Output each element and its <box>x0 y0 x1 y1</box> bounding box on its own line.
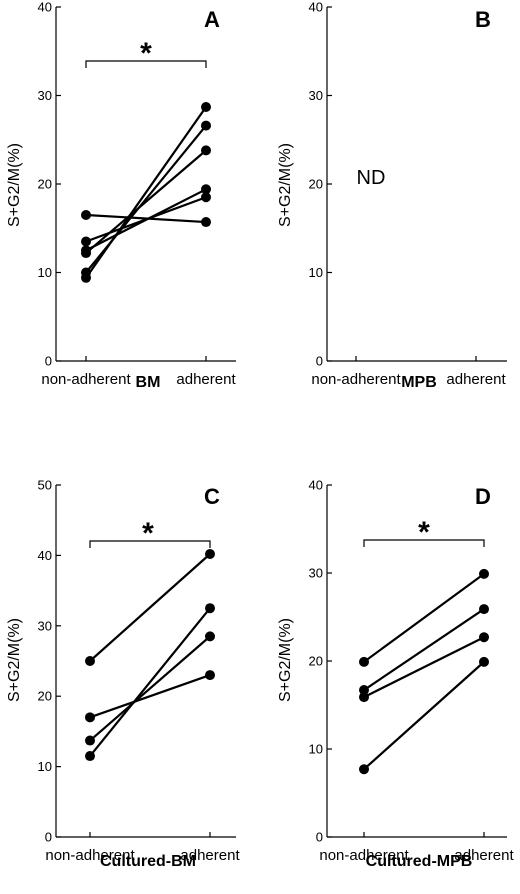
data-point <box>85 751 95 762</box>
y-tick-label: 20 <box>309 654 323 669</box>
y-axis-label: S+G2/M(%) <box>6 143 23 227</box>
panel-label: C <box>204 484 220 509</box>
significance-marker: * <box>142 517 154 550</box>
series-line <box>85 149 207 254</box>
panel-title: MPB <box>401 374 437 391</box>
panel-title: Cultured-MPB <box>366 853 473 870</box>
y-tick-label: 30 <box>38 88 52 103</box>
y-tick-label: 10 <box>309 265 323 280</box>
y-tick-label: 20 <box>38 689 52 704</box>
data-point <box>85 712 95 723</box>
x-category-label: adherent <box>180 847 240 864</box>
panel-label: A <box>204 7 220 32</box>
data-point <box>81 248 91 259</box>
series-line <box>89 635 211 742</box>
series-line <box>363 661 485 771</box>
data-point <box>81 236 91 247</box>
data-point <box>359 764 369 775</box>
data-point <box>479 568 489 579</box>
panel-title: BM <box>136 374 161 391</box>
significance-marker: * <box>140 37 152 70</box>
y-tick-label: 30 <box>309 88 323 103</box>
y-axis-label: S+G2/M(%) <box>277 618 294 702</box>
y-tick-label: 40 <box>38 548 52 563</box>
panel-c: 0 10 20 30 40 50 non-adherent adherent S+G2/M(%)… <box>6 478 240 871</box>
x-category-label: adherent <box>446 371 506 388</box>
y-axis-label: S+G2/M(%) <box>277 143 294 227</box>
data-point <box>359 685 369 696</box>
series-line <box>85 106 207 279</box>
panel-a: 0 10 20 30 40 non-adherent adherent S+G2/M(%) BM… <box>6 0 236 391</box>
y-tick-label: 30 <box>309 566 323 581</box>
series-line <box>89 674 211 719</box>
data-point <box>479 632 489 643</box>
x-category-label: non-adherent <box>311 371 401 388</box>
data-point <box>201 102 211 113</box>
data-point <box>85 735 95 746</box>
y-tick-label: 40 <box>38 0 52 15</box>
data-point <box>201 145 211 156</box>
data-point <box>81 209 91 220</box>
data-point <box>81 272 91 283</box>
data-point <box>359 656 369 667</box>
panel-label: D <box>475 484 491 509</box>
y-tick-label: 20 <box>38 177 52 192</box>
x-category-label: adherent <box>454 847 514 864</box>
data-point <box>479 656 489 667</box>
series-line <box>89 553 211 662</box>
data-point <box>479 604 489 615</box>
not-determined-label: ND <box>357 167 386 189</box>
series-line <box>363 608 485 691</box>
series-line <box>85 188 207 252</box>
series-line <box>363 572 485 663</box>
y-tick-label: 20 <box>309 177 323 192</box>
y-tick-label: 0 <box>316 354 323 369</box>
series-line <box>363 636 485 699</box>
data-point <box>201 217 211 228</box>
y-tick-label: 10 <box>309 742 323 757</box>
y-tick-label: 10 <box>38 759 52 774</box>
data-point <box>201 120 211 131</box>
data-point <box>359 692 369 703</box>
y-tick-label: 50 <box>38 478 52 493</box>
x-category-label: non-adherent <box>41 371 131 388</box>
y-tick-label: 0 <box>45 354 52 369</box>
y-tick-label: 30 <box>38 618 52 633</box>
series-line <box>89 607 211 757</box>
data-point <box>205 603 215 614</box>
y-tick-label: 10 <box>38 265 52 280</box>
y-tick-label: 40 <box>309 0 323 15</box>
data-point <box>205 670 215 681</box>
x-category-label: non-adherent <box>45 847 135 864</box>
data-point <box>205 631 215 642</box>
y-tick-label: 0 <box>316 830 323 845</box>
y-tick-label: 40 <box>309 478 323 493</box>
data-point <box>201 184 211 195</box>
x-category-label: adherent <box>176 371 236 388</box>
panel-d: 0 10 20 30 40 non-adherent adherent S+G2/M(%) Cu… <box>277 478 514 871</box>
panel-b: 0 10 20 30 40 non-adherent adherent S+G2/M(%) MP… <box>277 0 507 391</box>
x-category-label: non-adherent <box>319 847 409 864</box>
panel-label: B <box>475 7 491 32</box>
significance-bracket <box>89 540 211 548</box>
significance-bracket <box>85 60 207 68</box>
significance-marker: * <box>418 516 430 549</box>
data-point <box>85 656 95 666</box>
significance-bracket <box>363 539 485 547</box>
data-point <box>205 548 215 559</box>
y-tick-label: 0 <box>45 830 52 845</box>
panel-title: Cultured-BM <box>100 853 196 870</box>
data-point <box>201 192 211 203</box>
y-axis-label: S+G2/M(%) <box>6 618 23 702</box>
